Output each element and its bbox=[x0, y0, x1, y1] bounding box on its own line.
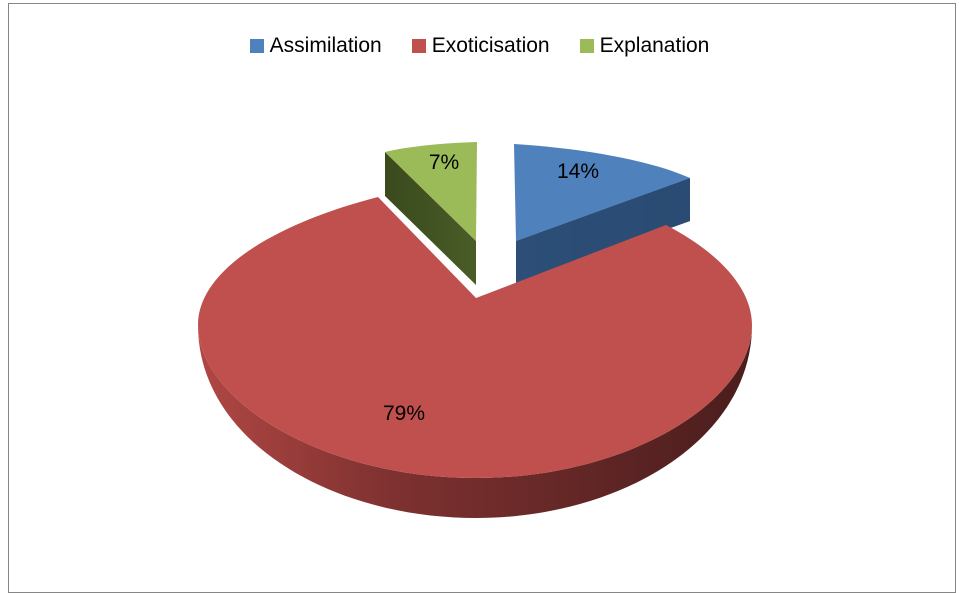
legend-swatch-explanation bbox=[579, 39, 594, 53]
slice-explanation bbox=[385, 142, 477, 285]
legend-swatch-exoticisation bbox=[411, 39, 426, 53]
slice-exoticisation bbox=[198, 197, 752, 518]
slice-assimilation-top bbox=[514, 144, 690, 241]
data-label-assimilation: 14% bbox=[557, 160, 599, 183]
legend-swatch-assimilation bbox=[249, 39, 264, 53]
legend-item-explanation: Explanation bbox=[579, 34, 710, 58]
legend: Assimilation Exoticisation Explanation bbox=[0, 34, 959, 58]
data-label-explanation: 7% bbox=[429, 151, 459, 174]
legend-label-assimilation: Assimilation bbox=[269, 34, 382, 57]
data-label-exoticisation: 79% bbox=[383, 402, 425, 425]
legend-label-exoticisation: Exoticisation bbox=[431, 34, 550, 57]
slice-exoticisation-top bbox=[198, 197, 752, 478]
pie-chart: 14% 7% 79% bbox=[198, 142, 752, 518]
legend-label-explanation: Explanation bbox=[599, 34, 710, 57]
slice-assimilation-side-front bbox=[516, 178, 690, 283]
slice-explanation-top bbox=[385, 142, 477, 241]
slice-assimilation bbox=[514, 144, 690, 283]
legend-item-assimilation: Assimilation bbox=[249, 34, 382, 58]
slice-exoticisation-side bbox=[198, 325, 752, 518]
legend-item-exoticisation: Exoticisation bbox=[411, 34, 550, 58]
slice-explanation-side bbox=[385, 152, 476, 285]
